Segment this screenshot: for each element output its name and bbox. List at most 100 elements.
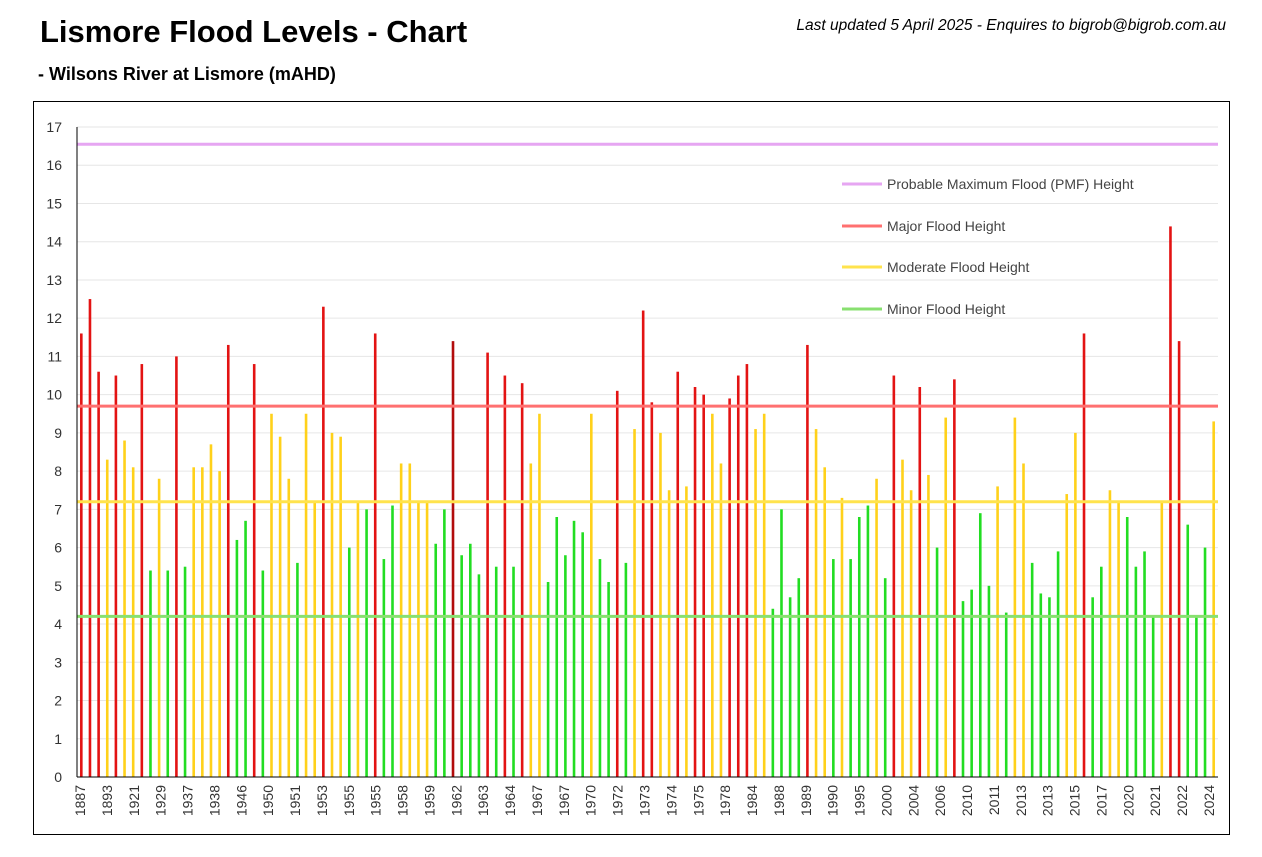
y-tick-label: 10 <box>46 387 62 403</box>
flood-bar <box>209 444 213 777</box>
flood-bar <box>676 371 680 777</box>
flood-bar <box>598 559 602 777</box>
flood-bar <box>347 547 351 777</box>
flood-bar <box>261 570 265 777</box>
flood-bar <box>278 436 282 777</box>
y-tick-label: 6 <box>54 540 62 556</box>
flood-bar <box>832 559 835 777</box>
flood-bar <box>685 486 688 777</box>
x-tick-label: 1950 <box>260 785 276 816</box>
flood-bar <box>373 333 377 777</box>
x-tick-label: 1989 <box>798 785 814 816</box>
flood-bar <box>736 375 740 777</box>
flood-bar <box>754 429 757 777</box>
flood-bar <box>711 413 714 777</box>
x-tick-label: 2013 <box>1013 785 1029 816</box>
flood-bar <box>667 490 671 777</box>
x-tick-label: 1929 <box>153 785 169 816</box>
x-tick-label: 2004 <box>905 785 921 816</box>
x-tick-label: 1962 <box>448 785 464 816</box>
legend: Probable Maximum Flood (PMF) Height Major… <box>842 176 1134 317</box>
flood-bar <box>987 585 991 777</box>
x-tick-label: 2011 <box>986 785 1002 815</box>
y-tick-label: 13 <box>46 272 62 288</box>
flood-bar <box>823 467 826 777</box>
flood-bar <box>512 566 515 777</box>
flood-bar <box>745 364 749 777</box>
x-tick-label: 1921 <box>126 785 142 816</box>
flood-bar <box>365 509 368 777</box>
flood-bar <box>469 543 472 777</box>
flood-bar <box>1134 566 1138 777</box>
flood-bar <box>1056 551 1060 777</box>
flood-bar <box>330 432 334 777</box>
flood-bar <box>788 597 792 777</box>
flood-bar <box>780 509 783 777</box>
flood-bar <box>953 379 956 777</box>
flood-bar <box>1091 597 1094 777</box>
flood-bar <box>356 501 360 777</box>
flood-bar <box>944 417 948 777</box>
x-tick-label: 1970 <box>583 785 599 816</box>
x-tick-label: 1990 <box>825 785 841 816</box>
x-tick-label: 1973 <box>637 785 653 816</box>
flood-bar <box>192 467 195 777</box>
y-tick-label: 17 <box>46 119 62 135</box>
flood-bar <box>849 559 852 777</box>
flood-bar <box>1030 562 1034 777</box>
x-tick-label: 1988 <box>771 785 787 816</box>
flood-bar <box>1082 333 1086 777</box>
x-tick-label: 1955 <box>341 785 357 816</box>
flood-bar <box>494 566 498 777</box>
flood-bar <box>235 539 239 777</box>
x-tick-label: 2013 <box>1040 785 1056 816</box>
flood-bar <box>425 501 429 777</box>
flood-bar <box>391 505 394 777</box>
flood-bar <box>693 387 697 777</box>
y-tick-label: 4 <box>54 616 62 632</box>
x-tick-label: 2020 <box>1120 785 1136 816</box>
flood-bar <box>313 501 317 777</box>
flood-bar <box>1039 593 1043 777</box>
reference-lines <box>77 142 1218 618</box>
flood-bar <box>909 490 913 777</box>
x-tick-label: 1937 <box>180 785 196 816</box>
legend-label: Probable Maximum Flood (PMF) Height <box>887 176 1134 192</box>
flood-bar <box>771 608 775 777</box>
flood-bar <box>304 413 308 777</box>
x-tick-label: 1967 <box>556 785 572 816</box>
flood-bar <box>460 555 463 777</box>
flood-bar <box>1143 551 1146 777</box>
flood-bar <box>546 582 550 777</box>
flood-bar <box>797 578 801 777</box>
y-tick-label: 9 <box>54 425 62 441</box>
flood-bar <box>123 440 126 777</box>
flood-bar <box>1195 616 1198 777</box>
flood-bar <box>538 413 541 777</box>
flood-bar <box>183 566 187 777</box>
x-tick-label: 1959 <box>422 785 438 816</box>
flood-bar <box>719 463 723 777</box>
flood-bar <box>157 478 161 777</box>
flood-bar <box>1186 524 1190 777</box>
flood-bar <box>218 471 221 777</box>
flood-bar <box>650 402 654 777</box>
x-tick-label: 2022 <box>1174 785 1190 816</box>
x-tick-label: 2015 <box>1067 785 1083 816</box>
flood-bar <box>857 517 861 777</box>
flood-bar <box>105 459 109 777</box>
flood-bar <box>1212 421 1215 777</box>
bars <box>80 226 1215 777</box>
flood-bar <box>1004 612 1008 777</box>
x-tick-label: 2021 <box>1147 785 1163 816</box>
flood-bar <box>1048 597 1051 777</box>
flood-bar <box>970 589 973 777</box>
flood-bar <box>131 467 135 777</box>
flood-bar <box>140 364 144 777</box>
flood-bar <box>503 375 507 777</box>
x-tick-label: 1974 <box>663 785 679 816</box>
x-tick-label: 1958 <box>395 785 411 816</box>
flood-bar <box>1177 341 1181 777</box>
legend-label: Moderate Flood Height <box>887 259 1030 275</box>
